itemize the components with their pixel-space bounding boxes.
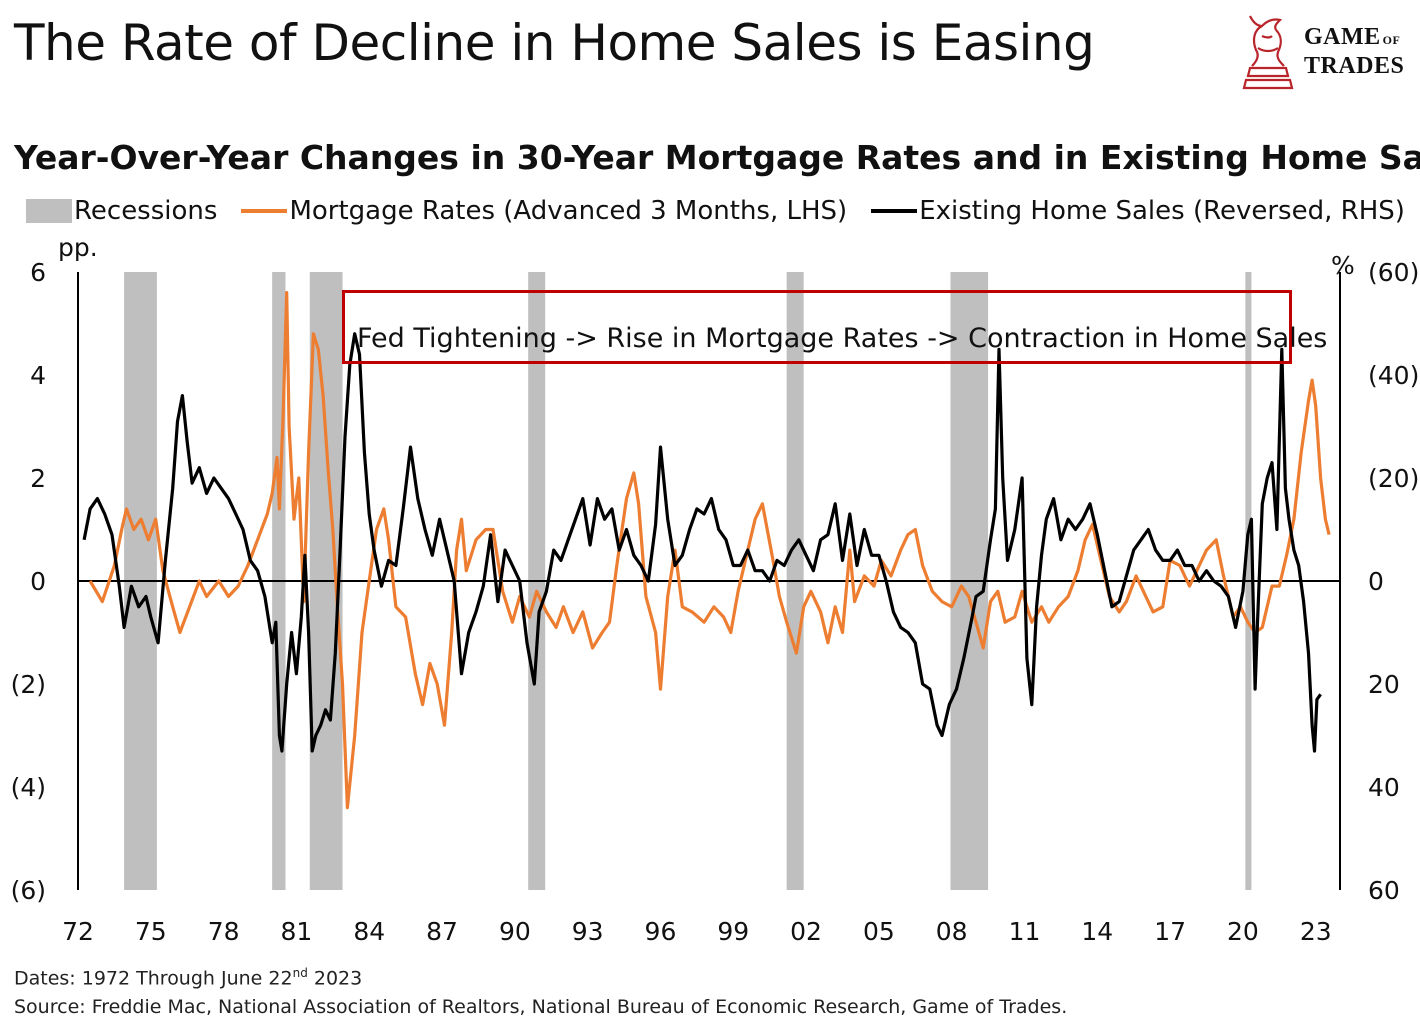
right-tick-label: (20): [1368, 464, 1419, 493]
logo-line1: GAME: [1304, 24, 1381, 50]
footer-dates-prefix: Dates: 1972 Through June 22: [14, 967, 293, 990]
x-tick-label: 11: [1009, 917, 1041, 946]
left-tick-label: 2: [30, 464, 46, 493]
x-tick-label: 96: [645, 917, 677, 946]
chart-legend: Recessions Mortgage Rates (Advanced 3 Mo…: [26, 195, 1405, 227]
chart-subtitle: Year-Over-Year Changes in 30-Year Mortga…: [14, 138, 1420, 177]
x-tick-label: 72: [62, 917, 94, 946]
left-tick-label: 4: [30, 361, 46, 390]
logo-line1-small: OF: [1382, 33, 1401, 47]
x-tick-label: 78: [208, 917, 240, 946]
left-tick-label: (4): [11, 773, 46, 802]
right-tick-label: 40: [1368, 773, 1400, 802]
logo-line2: TRADES: [1304, 53, 1405, 79]
x-tick-label: 87: [426, 917, 458, 946]
x-tick-label: 84: [353, 917, 385, 946]
footer-dates-sup: nd: [292, 966, 308, 980]
x-tick-label: 08: [936, 917, 968, 946]
annotation-box: Fed Tightening -> Rise in Mortgage Rates…: [342, 290, 1327, 364]
x-tick-label: 99: [717, 917, 749, 946]
legend-mortgage-swatch: [241, 209, 288, 213]
x-tick-label: 93: [572, 917, 604, 946]
left-tick-label: 6: [30, 258, 46, 287]
chart-axes: [77, 272, 1341, 890]
chart-series: [82, 291, 1331, 810]
right-tick-label: (40): [1368, 361, 1419, 390]
right-tick-label: 20: [1368, 670, 1400, 699]
legend-recessions-swatch: [26, 199, 72, 223]
left-tick-label: (2): [11, 670, 46, 699]
bull-chess-knight-icon: [1242, 15, 1294, 90]
right-tick-label: 0: [1368, 567, 1384, 596]
left-tick-label: 0: [30, 567, 46, 596]
legend-home-sales-swatch: [871, 209, 918, 213]
left-unit-label: pp.: [58, 233, 98, 262]
footer-dates: Dates: 1972 Through June 22nd 2023: [14, 966, 362, 989]
footer-source: Source: Freddie Mac, National Associatio…: [14, 996, 1068, 1018]
x-tick-label: 90: [499, 917, 531, 946]
page-title: The Rate of Decline in Home Sales is Eas…: [14, 14, 1095, 72]
left-tick-label: (6): [11, 876, 46, 905]
right-unit-label: %: [1331, 251, 1355, 280]
x-tick-label: 17: [1154, 917, 1186, 946]
footer-dates-suffix: 2023: [307, 967, 363, 990]
legend-home-sales-label: Existing Home Sales (Reversed, RHS): [919, 196, 1405, 226]
legend-recessions-label: Recessions: [74, 196, 218, 226]
game-of-trades-logo: GAME OF TRADES: [1236, 8, 1416, 98]
legend-recessions: Recessions: [26, 196, 217, 226]
legend-mortgage-label: Mortgage Rates (Advanced 3 Months, LHS): [289, 196, 848, 226]
x-tick-label: 14: [1081, 917, 1113, 946]
x-tick-label: 23: [1300, 917, 1332, 946]
logo-wordmark: GAME OF TRADES: [1304, 24, 1404, 79]
x-tick-label: 81: [281, 917, 313, 946]
existing-home-sales-line: [82, 332, 1322, 753]
right-tick-label: 60: [1368, 876, 1400, 905]
x-tick-label: 20: [1227, 917, 1259, 946]
legend-mortgage: Mortgage Rates (Advanced 3 Months, LHS): [241, 196, 847, 226]
right-tick-label: (60): [1368, 258, 1419, 287]
x-tick-label: 02: [790, 917, 822, 946]
legend-home-sales: Existing Home Sales (Reversed, RHS): [871, 196, 1405, 226]
x-tick-label: 05: [863, 917, 895, 946]
annotation-text: Fed Tightening -> Rise in Mortgage Rates…: [357, 323, 1328, 354]
x-tick-label: 75: [135, 917, 167, 946]
mortgage-rates-line: [88, 291, 1331, 810]
